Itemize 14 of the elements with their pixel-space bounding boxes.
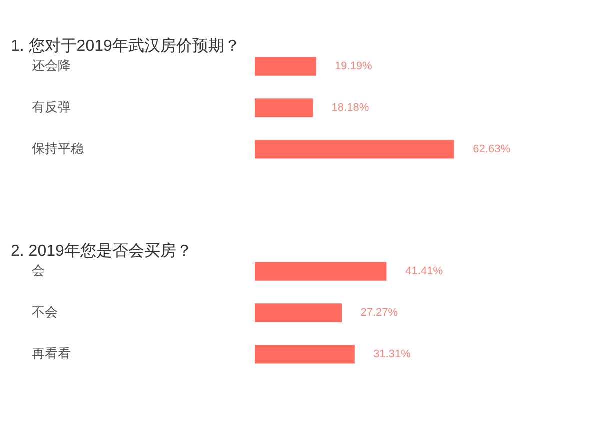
data-label: 41.41%	[406, 266, 444, 278]
data-label: 27.27%	[360, 307, 398, 320]
data-label: 19.19%	[335, 60, 373, 73]
y-tick-label: 还会降	[32, 58, 71, 74]
data-label: 62.63%	[473, 144, 511, 156]
data-label: 18.18%	[332, 102, 370, 114]
text: 2. 2019年您是否会买房？	[11, 242, 192, 262]
y-tick-label: 再看看	[32, 346, 71, 362]
y-tick-label: 有反弹	[32, 100, 71, 115]
y-tick-label: 会	[32, 263, 45, 278]
data-label: 31.31%	[374, 348, 412, 360]
y-tick-label: 不会	[32, 304, 58, 320]
y-tick-label: 保持平稳	[32, 141, 84, 156]
text: 1. 您对于2019年武汉房价预期？	[11, 37, 240, 57]
